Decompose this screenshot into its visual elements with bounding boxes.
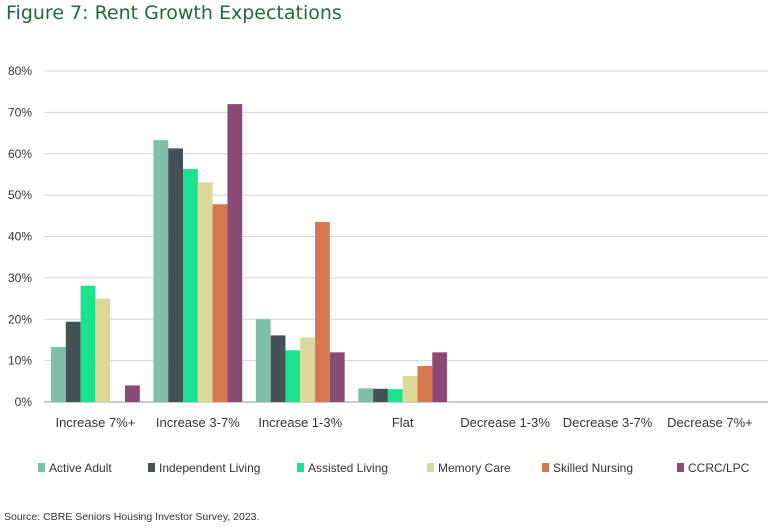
bar <box>212 204 228 402</box>
legend-label: Skilled Nursing <box>553 461 633 475</box>
legend-label: Assisted Living <box>308 461 388 475</box>
legend-label: Memory Care <box>438 461 511 475</box>
legend-swatch <box>148 463 155 472</box>
bar <box>95 298 111 402</box>
y-tick-label: 30% <box>8 271 32 285</box>
y-tick-label: 20% <box>8 312 32 326</box>
bar <box>270 335 286 402</box>
bar <box>65 321 81 402</box>
legend-swatch <box>38 463 45 472</box>
bar <box>285 350 301 402</box>
y-tick-label: 10% <box>8 354 32 368</box>
x-tick-label: Increase 1-3% <box>258 415 342 430</box>
legend-swatch <box>297 463 304 472</box>
bar <box>227 104 243 402</box>
bar <box>183 169 198 402</box>
x-tick-label: Increase 3-7% <box>156 415 240 430</box>
bar <box>80 285 96 402</box>
legend-label: Independent Living <box>159 461 260 475</box>
bar <box>329 352 345 402</box>
legend-label: CCRC/LPC <box>688 461 750 475</box>
bar <box>255 319 271 402</box>
x-tick-label: Decrease 1-3% <box>460 415 550 430</box>
x-tick-label: Increase 7%+ <box>55 415 135 430</box>
bar <box>417 366 433 402</box>
legend-label: Active Adult <box>49 461 112 475</box>
bar <box>373 388 388 402</box>
legend: Active Adult Independent Living Assisted L… <box>38 461 750 475</box>
bar <box>168 148 184 402</box>
bar <box>300 337 316 402</box>
legend-swatch <box>677 463 684 472</box>
bar-chart: 0%10%20%30%40%50%60%70%80% Increase 7%+ I… <box>8 64 768 475</box>
bar <box>432 352 448 402</box>
y-tick-label: 50% <box>8 188 32 202</box>
bar <box>197 182 213 402</box>
legend-swatch <box>542 463 549 472</box>
chart-title: Figure 7: Rent Growth Expectations <box>6 2 342 24</box>
x-axis: Increase 7%+ Increase 3-7% Increase 1-3% Fl… <box>55 415 752 430</box>
y-tick-label: 40% <box>8 230 32 244</box>
y-tick-label: 70% <box>8 105 32 119</box>
x-tick-label: Decrease 7%+ <box>667 415 753 430</box>
bar <box>51 346 66 402</box>
bar <box>387 389 403 402</box>
bar <box>358 388 374 402</box>
bar <box>125 385 140 402</box>
legend-swatch <box>427 463 434 472</box>
x-tick-label: Decrease 3-7% <box>563 415 653 430</box>
gridlines <box>44 70 768 403</box>
bar <box>315 222 330 402</box>
x-tick-label: Flat <box>392 415 414 430</box>
y-tick-label: 60% <box>8 147 32 161</box>
y-tick-label: 0% <box>15 395 33 409</box>
y-axis: 0% 10% 20% 30% 40% 50% 60% 70% 80% <box>8 64 32 409</box>
source-note: Source: CBRE Seniors Housing Investor Su… <box>4 511 260 523</box>
bar <box>153 140 169 402</box>
y-tick-label: 80% <box>8 64 32 78</box>
bars <box>51 104 448 402</box>
bar <box>402 375 418 402</box>
